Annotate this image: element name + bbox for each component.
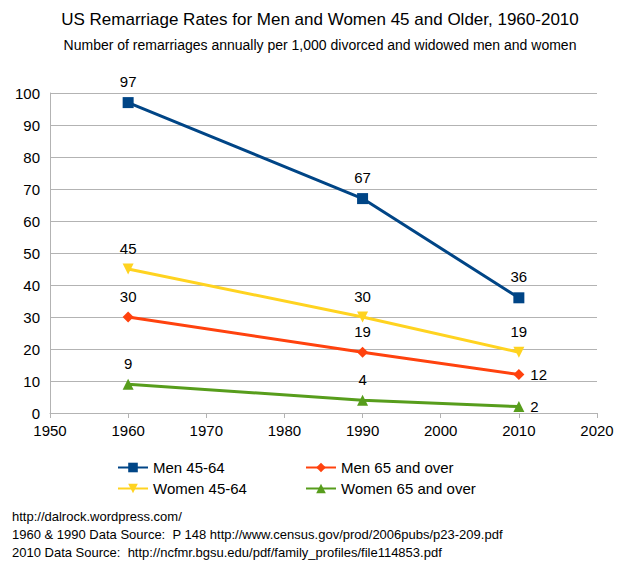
svg-text:50: 50 (23, 245, 40, 262)
svg-text:4: 4 (358, 371, 366, 388)
svg-text:40: 40 (23, 277, 40, 294)
svg-text:9: 9 (124, 355, 132, 372)
svg-text:1960 & 1990 Data Source: P 14: 1960 & 1990 Data Source: P 148 http://ww… (12, 527, 503, 542)
svg-text:1950: 1950 (33, 422, 66, 439)
svg-text:1980: 1980 (268, 422, 301, 439)
svg-text:19: 19 (354, 323, 371, 340)
svg-text:19: 19 (511, 323, 528, 340)
svg-text:Number of remarriages annually: Number of remarriages annually per 1,000… (64, 37, 577, 53)
svg-text:20: 20 (23, 341, 40, 358)
svg-text:36: 36 (511, 268, 528, 285)
svg-text:60: 60 (23, 213, 40, 230)
svg-text:2010 Data Source: http://ncfm: 2010 Data Source: http://ncfmr.bgsu.edu/… (12, 545, 442, 560)
svg-text:Women 45-64: Women 45-64 (153, 480, 247, 497)
svg-text:Men 65 and over: Men 65 and over (341, 459, 454, 476)
svg-text:Women 65 and over: Women 65 and over (341, 480, 476, 497)
svg-text:12: 12 (530, 366, 547, 383)
svg-text:1960: 1960 (111, 422, 144, 439)
svg-text:2: 2 (530, 398, 538, 415)
svg-text:90: 90 (23, 117, 40, 134)
svg-text:2000: 2000 (424, 422, 457, 439)
svg-text:0: 0 (32, 405, 40, 422)
svg-text:1990: 1990 (346, 422, 379, 439)
svg-text:70: 70 (23, 181, 40, 198)
svg-text:30: 30 (120, 288, 137, 305)
svg-text:80: 80 (23, 149, 40, 166)
svg-text:67: 67 (354, 169, 371, 186)
svg-text:10: 10 (23, 373, 40, 390)
svg-text:2020: 2020 (580, 422, 613, 439)
svg-text:100: 100 (15, 85, 40, 102)
svg-text:97: 97 (120, 73, 137, 90)
svg-text:30: 30 (23, 309, 40, 326)
svg-text:30: 30 (354, 288, 371, 305)
svg-text:US Remarriage Rates for Men an: US Remarriage Rates for Men and Women 45… (61, 10, 579, 29)
svg-text:1970: 1970 (190, 422, 223, 439)
svg-text:Men 45-64: Men 45-64 (153, 459, 225, 476)
svg-text:http://dalrock.wordpress.com/: http://dalrock.wordpress.com/ (12, 509, 182, 524)
svg-text:45: 45 (120, 240, 137, 257)
svg-text:2010: 2010 (502, 422, 535, 439)
